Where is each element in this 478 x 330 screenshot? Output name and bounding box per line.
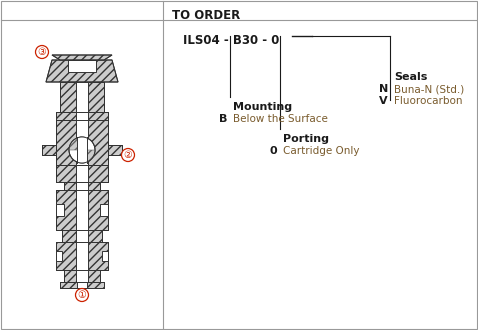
Text: TO ORDER: TO ORDER [172, 9, 240, 22]
Bar [76, 82, 88, 120]
Bar [68, 60, 96, 72]
Bar [100, 204, 108, 216]
Circle shape [35, 46, 48, 58]
Bar [64, 182, 100, 190]
Text: ③: ③ [38, 47, 46, 57]
Text: Below the Surface: Below the Surface [233, 114, 328, 124]
Bar [102, 251, 108, 261]
Bar [56, 190, 108, 230]
Text: V: V [380, 96, 388, 106]
Bar [60, 82, 104, 120]
Text: Mounting: Mounting [233, 102, 292, 112]
Text: ①: ① [77, 290, 87, 300]
Text: Fluorocarbon: Fluorocarbon [394, 96, 463, 106]
Circle shape [121, 148, 134, 161]
Bar [56, 190, 108, 230]
Bar [56, 165, 108, 182]
Bar [76, 230, 88, 242]
Bar [56, 204, 64, 216]
Bar [42, 145, 56, 155]
Bar [56, 112, 108, 120]
Bar [76, 242, 88, 270]
Bar [64, 182, 100, 190]
Bar [60, 282, 104, 288]
Bar [56, 242, 108, 270]
Bar [56, 251, 62, 261]
Bar [56, 242, 108, 270]
Bar [62, 230, 102, 242]
Bar [77, 137, 87, 163]
Text: N: N [379, 84, 388, 94]
Text: Cartridge Only: Cartridge Only [283, 146, 359, 156]
Bar [108, 145, 122, 155]
Circle shape [76, 288, 88, 302]
Bar [56, 120, 108, 170]
Bar [76, 182, 88, 190]
Text: ILS04 - B30 - 0: ILS04 - B30 - 0 [183, 34, 279, 47]
Bar [64, 270, 100, 282]
Wedge shape [82, 150, 95, 163]
Text: Buna-N (Std.): Buna-N (Std.) [394, 84, 464, 94]
Text: 0: 0 [270, 146, 277, 156]
Circle shape [69, 137, 95, 163]
Text: B: B [218, 114, 227, 124]
Polygon shape [52, 55, 112, 60]
Bar [76, 190, 88, 230]
Bar [76, 120, 88, 170]
Bar [60, 282, 104, 288]
Bar [64, 270, 100, 282]
Text: Porting: Porting [283, 134, 329, 144]
Polygon shape [46, 60, 118, 82]
Bar [76, 112, 88, 120]
Bar [108, 145, 122, 155]
Bar [60, 82, 104, 120]
Bar [62, 230, 102, 242]
Wedge shape [69, 137, 82, 150]
Bar [76, 165, 88, 182]
Bar [56, 165, 108, 182]
Text: ②: ② [124, 150, 132, 160]
Bar [56, 112, 108, 120]
Bar [42, 145, 56, 155]
Bar [56, 120, 108, 170]
Bar [77, 282, 87, 288]
Text: Seals: Seals [394, 72, 427, 82]
Bar [76, 270, 88, 282]
